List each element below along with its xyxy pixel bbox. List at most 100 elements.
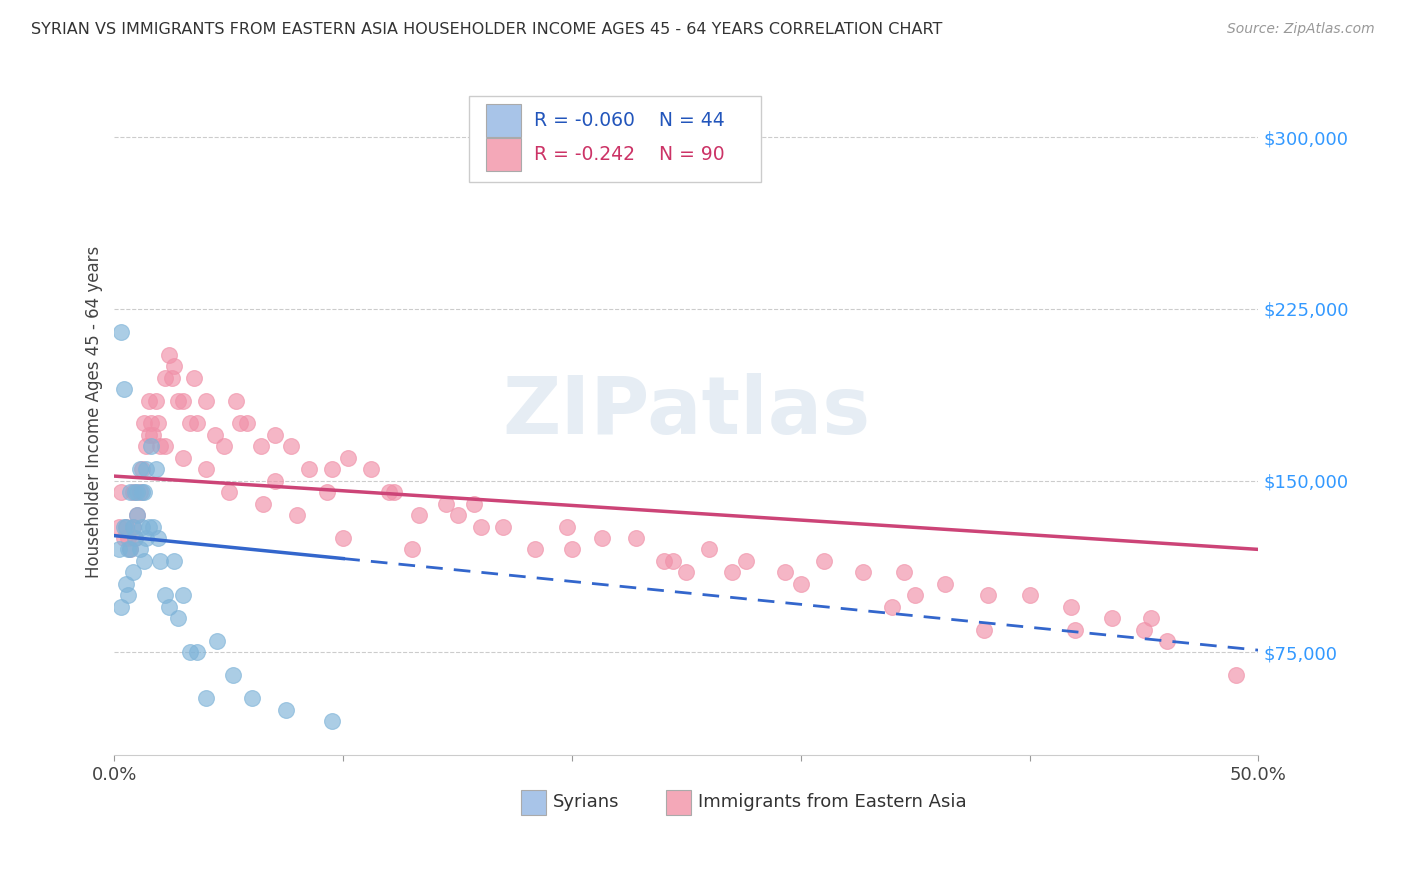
Point bbox=[121, 519, 143, 533]
Point bbox=[1064, 623, 1087, 637]
Point bbox=[131, 462, 153, 476]
Point bbox=[194, 691, 217, 706]
Point bbox=[121, 519, 143, 533]
Point bbox=[138, 519, 160, 533]
Y-axis label: Householder Income Ages 45 - 64 years: Householder Income Ages 45 - 64 years bbox=[86, 246, 103, 578]
Point bbox=[186, 645, 208, 659]
Point bbox=[120, 542, 142, 557]
Point bbox=[153, 588, 176, 602]
Text: SYRIAN VS IMMIGRANTS FROM EASTERN ASIA HOUSEHOLDER INCOME AGES 45 - 64 YEARS COR: SYRIAN VS IMMIGRANTS FROM EASTERN ASIA H… bbox=[31, 22, 942, 37]
Point bbox=[149, 554, 172, 568]
Point bbox=[179, 417, 201, 431]
Point bbox=[134, 554, 156, 568]
Bar bbox=[486, 103, 520, 136]
Point bbox=[160, 370, 183, 384]
Point bbox=[142, 428, 165, 442]
Point bbox=[229, 417, 252, 431]
Point bbox=[378, 485, 401, 500]
Point bbox=[274, 703, 297, 717]
Point bbox=[661, 554, 683, 568]
Point bbox=[112, 519, 135, 533]
Point bbox=[263, 474, 285, 488]
Point bbox=[139, 417, 162, 431]
Point bbox=[236, 417, 259, 431]
Text: Syrians: Syrians bbox=[553, 793, 619, 811]
Point bbox=[138, 393, 160, 408]
Point bbox=[360, 462, 382, 476]
Point bbox=[135, 439, 157, 453]
Bar bbox=[486, 138, 520, 171]
Point bbox=[470, 519, 492, 533]
Point bbox=[157, 599, 180, 614]
Point bbox=[142, 519, 165, 533]
Point bbox=[128, 485, 150, 500]
Point bbox=[127, 485, 149, 500]
Point bbox=[561, 542, 583, 557]
Point bbox=[675, 566, 697, 580]
Point bbox=[557, 519, 579, 533]
Point bbox=[697, 542, 720, 557]
Point bbox=[973, 623, 995, 637]
Point bbox=[121, 485, 143, 500]
Point bbox=[135, 531, 157, 545]
Point bbox=[904, 588, 927, 602]
Point bbox=[336, 450, 359, 465]
Point bbox=[250, 439, 273, 453]
Point bbox=[179, 645, 201, 659]
Point bbox=[194, 462, 217, 476]
Point bbox=[434, 497, 457, 511]
Point bbox=[263, 428, 285, 442]
Point bbox=[108, 519, 131, 533]
Point bbox=[115, 519, 138, 533]
Point bbox=[163, 554, 186, 568]
Point bbox=[252, 497, 274, 511]
Point bbox=[773, 566, 796, 580]
Point bbox=[172, 450, 194, 465]
Point bbox=[115, 519, 138, 533]
Point bbox=[240, 691, 263, 706]
Bar bbox=[520, 789, 546, 814]
Point bbox=[735, 554, 758, 568]
Point bbox=[1018, 588, 1040, 602]
Point bbox=[204, 428, 226, 442]
Point bbox=[131, 519, 153, 533]
Point bbox=[218, 485, 240, 500]
Point bbox=[108, 542, 131, 557]
Point bbox=[146, 531, 169, 545]
Point bbox=[110, 325, 132, 339]
Point bbox=[145, 393, 167, 408]
Point bbox=[1140, 611, 1163, 625]
Text: Immigrants from Eastern Asia: Immigrants from Eastern Asia bbox=[697, 793, 966, 811]
Point bbox=[172, 393, 194, 408]
Point bbox=[112, 382, 135, 396]
Point bbox=[110, 485, 132, 500]
Point bbox=[408, 508, 430, 522]
Point bbox=[1060, 599, 1083, 614]
Point bbox=[149, 439, 172, 453]
Point bbox=[117, 542, 139, 557]
Point bbox=[225, 393, 247, 408]
Text: R = -0.060    N = 44: R = -0.060 N = 44 bbox=[534, 111, 725, 129]
Text: Source: ZipAtlas.com: Source: ZipAtlas.com bbox=[1227, 22, 1375, 37]
Point bbox=[652, 554, 675, 568]
Point bbox=[382, 485, 405, 500]
Point bbox=[128, 542, 150, 557]
Point bbox=[212, 439, 235, 453]
Point bbox=[591, 531, 613, 545]
Point bbox=[524, 542, 547, 557]
Point bbox=[131, 485, 153, 500]
Point bbox=[1133, 623, 1156, 637]
Point bbox=[401, 542, 423, 557]
Point bbox=[135, 462, 157, 476]
Point bbox=[138, 428, 160, 442]
Point bbox=[157, 348, 180, 362]
Text: R = -0.242    N = 90: R = -0.242 N = 90 bbox=[534, 145, 725, 164]
Point bbox=[139, 439, 162, 453]
Point bbox=[121, 566, 143, 580]
Point bbox=[124, 531, 146, 545]
Point bbox=[1225, 668, 1247, 682]
Point bbox=[153, 439, 176, 453]
Point bbox=[332, 531, 354, 545]
Point bbox=[463, 497, 485, 511]
Point bbox=[813, 554, 835, 568]
